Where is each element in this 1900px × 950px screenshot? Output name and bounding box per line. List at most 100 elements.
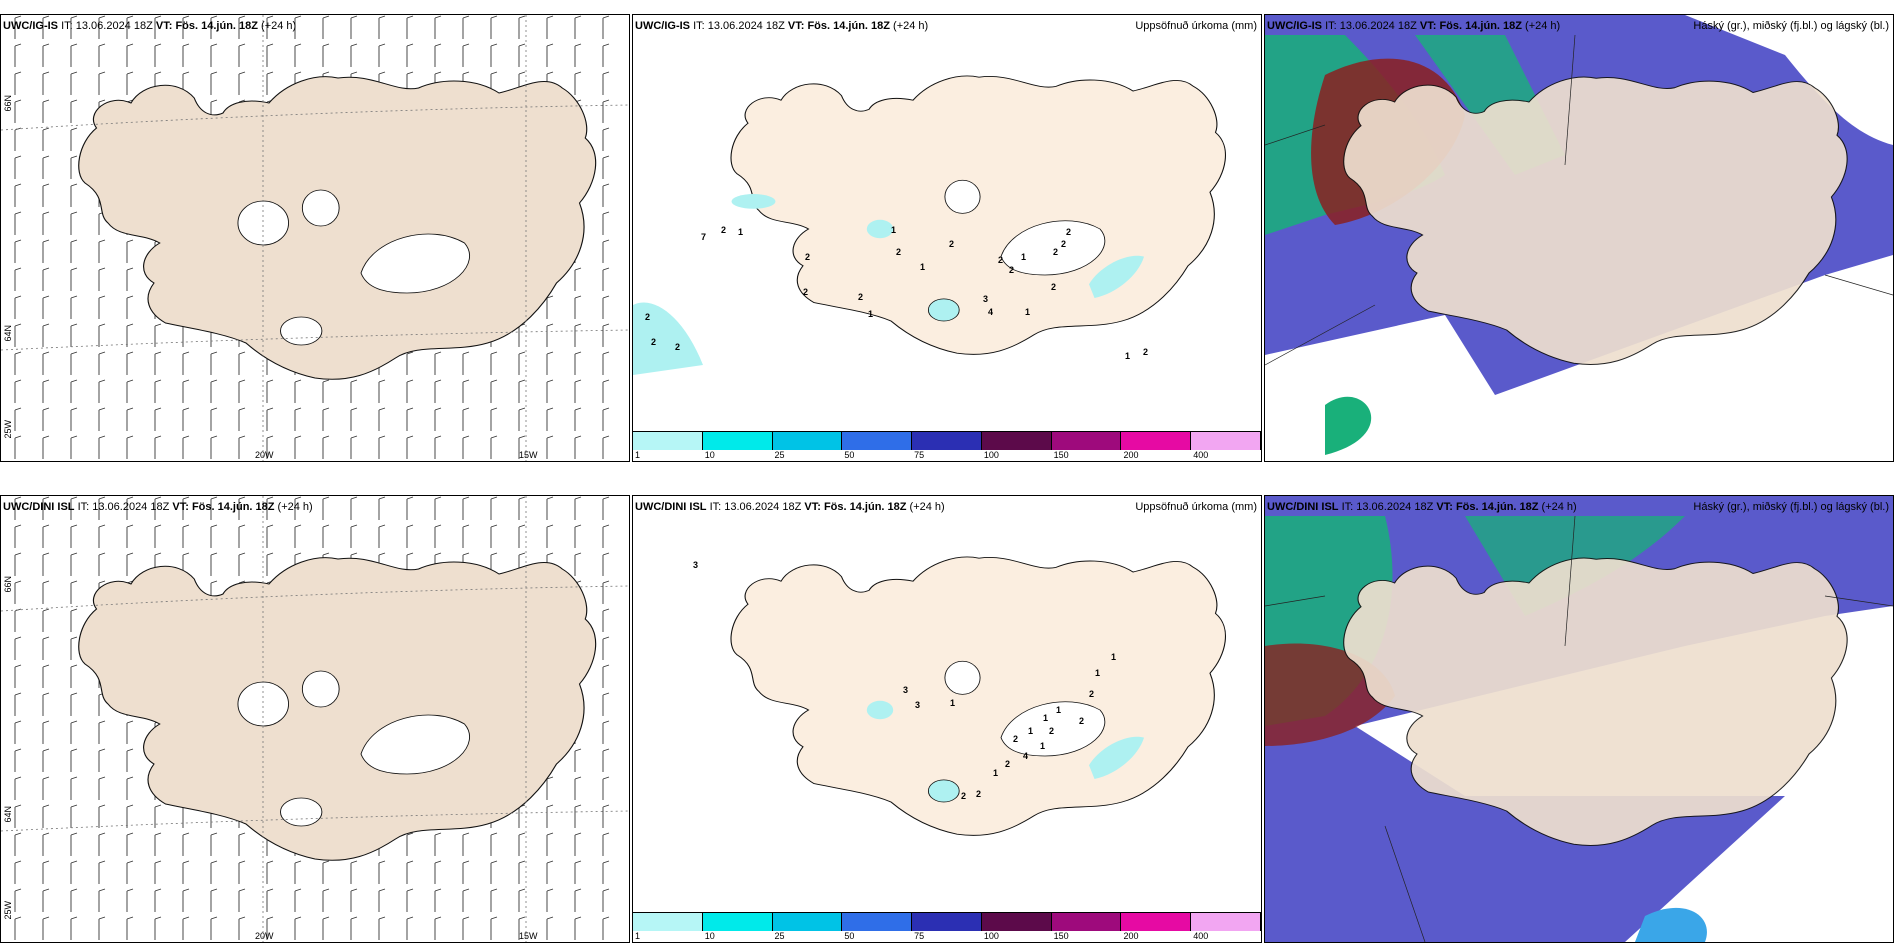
precip-value-label: 1 <box>868 309 873 319</box>
colorbar-tick-label: 25 <box>774 450 785 460</box>
colorbar-tick-label: 200 <box>1123 450 1139 460</box>
colorbar-tick-label: 50 <box>844 931 855 941</box>
colorbar-segment <box>633 432 703 450</box>
precip-value-label: 2 <box>803 287 808 297</box>
lat-label-64n: 64N <box>3 806 13 823</box>
precip-value-label: 1 <box>1025 307 1030 317</box>
colorbar-segment <box>633 913 703 931</box>
panel-header: UWC/DINI ISL IT: 13.06.2024 18Z VT: Fös.… <box>635 501 945 513</box>
lat-label-64n: 64N <box>3 325 13 342</box>
precip-value-label: 2 <box>961 791 966 801</box>
lon-label-20w: 20W <box>255 450 274 460</box>
colorbar-tick-label: 10 <box>704 450 715 460</box>
colorbar-segment <box>1051 913 1122 931</box>
lon-label-25w: 25W <box>3 901 13 920</box>
lon-label-15w: 15W <box>519 931 538 941</box>
colorbar-tick-label: 400 <box>1193 450 1209 460</box>
colorbar-segment <box>772 913 843 931</box>
precip-value-label: 1 <box>1125 351 1130 361</box>
precip-value-label: 2 <box>896 247 901 257</box>
cloud-map-panel-row2: UWC/DINI ISL IT: 13.06.2024 18Z VT: Fös.… <box>1264 495 1894 943</box>
colorbar-tick-label: 50 <box>844 450 855 460</box>
lon-label-20w: 20W <box>255 931 274 941</box>
panel-title: Háský (gr.), miðský (fj.bl.) og lágský (… <box>1693 20 1889 32</box>
precip-value-label: 2 <box>1089 689 1094 699</box>
precip-value-label: 2 <box>1013 734 1018 744</box>
colorbar-tick-label: 1 <box>635 450 641 460</box>
colorbar-segment <box>1121 913 1192 931</box>
precip-value-label: 4 <box>1023 751 1028 761</box>
precip-colorbar-ticks: 1 10 25 50 75 100 150 200 400 <box>633 931 1261 942</box>
panel-header: UWC/IG-IS IT: 13.06.2024 18Z VT: Fös. 14… <box>3 20 297 32</box>
precip-value-label: 7 <box>701 232 706 242</box>
precip-colorbar <box>633 431 1261 450</box>
precip-value-label: 2 <box>1079 716 1084 726</box>
precip-value-label: 2 <box>1061 239 1066 249</box>
colorbar-segment <box>1051 432 1122 450</box>
precip-value-label: 2 <box>651 337 656 347</box>
precip-value-label: 2 <box>1005 759 1010 769</box>
colorbar-segment <box>981 913 1052 931</box>
precip-value-label: 1 <box>993 768 998 778</box>
colorbar-tick-label: 1 <box>635 931 641 941</box>
wind-map <box>1 496 629 942</box>
precip-value-label: 1 <box>1111 652 1116 662</box>
panel-header: UWC/DINI ISL IT: 13.06.2024 18Z VT: Fös.… <box>3 501 313 513</box>
wind-map-panel-row1: UWC/IG-IS IT: 13.06.2024 18Z VT: Fös. 14… <box>0 14 630 462</box>
precip-value-label: 2 <box>1051 282 1056 292</box>
precip-map-panel-row2: UWC/DINI ISL IT: 13.06.2024 18Z VT: Fös.… <box>632 495 1262 943</box>
lon-label-15w: 15W <box>519 450 538 460</box>
cloud-map-panel-row1: UWC/IG-IS IT: 13.06.2024 18Z VT: Fös. 14… <box>1264 14 1894 462</box>
colorbar-tick-label: 100 <box>983 450 999 460</box>
precip-map-panel-row1: UWC/IG-IS IT: 13.06.2024 18Z VT: Fös. 14… <box>632 14 1262 462</box>
precip-value-label: 3 <box>983 294 988 304</box>
precip-value-label: 2 <box>949 239 954 249</box>
precip-value-label: 3 <box>693 560 698 570</box>
colorbar-tick-label: 10 <box>704 931 715 941</box>
precip-value-label: 2 <box>645 312 650 322</box>
precip-colorbar <box>633 912 1261 931</box>
precip-value-label: 2 <box>675 342 680 352</box>
colorbar-segment <box>772 432 843 450</box>
colorbar-segment <box>1191 432 1261 450</box>
precip-value-label: 3 <box>903 685 908 695</box>
precip-value-label: 1 <box>950 698 955 708</box>
precip-value-label: 1 <box>1056 705 1061 715</box>
lat-label-66n: 66N <box>3 576 13 593</box>
precip-value-label: 1 <box>1095 668 1100 678</box>
colorbar-segment <box>912 913 982 931</box>
wind-map-panel-row2: UWC/DINI ISL IT: 13.06.2024 18Z VT: Fös.… <box>0 495 630 943</box>
precip-value-label: 2 <box>976 789 981 799</box>
panel-header: UWC/DINI ISL IT: 13.06.2024 18Z VT: Fös.… <box>1267 501 1577 513</box>
precip-value-label: 1 <box>738 227 743 237</box>
lat-label-66n: 66N <box>3 95 13 112</box>
precip-value-label: 1 <box>1021 252 1026 262</box>
precip-value-label: 2 <box>1143 347 1148 357</box>
panel-header: UWC/IG-IS IT: 13.06.2024 18Z VT: Fös. 14… <box>1267 20 1561 32</box>
precip-value-label: 1 <box>1043 713 1048 723</box>
precip-colorbar-ticks: 1 10 25 50 75 100 150 200 400 <box>633 450 1261 461</box>
colorbar-segment <box>842 432 913 450</box>
precip-value-label: 2 <box>805 252 810 262</box>
precip-value-label: 2 <box>998 255 1003 265</box>
cloud-map <box>1265 15 1893 461</box>
precip-value-label: 4 <box>988 307 993 317</box>
colorbar-tick-label: 25 <box>774 931 785 941</box>
colorbar-segment <box>1191 913 1261 931</box>
colorbar-segment <box>912 432 982 450</box>
precip-value-label: 2 <box>721 225 726 235</box>
colorbar-segment <box>1121 432 1192 450</box>
precip-value-label: 2 <box>1066 227 1071 237</box>
colorbar-tick-label: 75 <box>914 450 925 460</box>
precip-value-label: 2 <box>1049 726 1054 736</box>
precip-value-label: 1 <box>920 262 925 272</box>
panel-header: UWC/IG-IS IT: 13.06.2024 18Z VT: Fös. 14… <box>635 20 929 32</box>
colorbar-tick-label: 100 <box>983 931 999 941</box>
panel-title: Uppsöfnuð úrkoma (mm) <box>1135 501 1257 513</box>
colorbar-tick-label: 400 <box>1193 931 1209 941</box>
colorbar-tick-label: 200 <box>1123 931 1139 941</box>
cloud-map <box>1265 496 1893 942</box>
colorbar-segment <box>702 432 773 450</box>
